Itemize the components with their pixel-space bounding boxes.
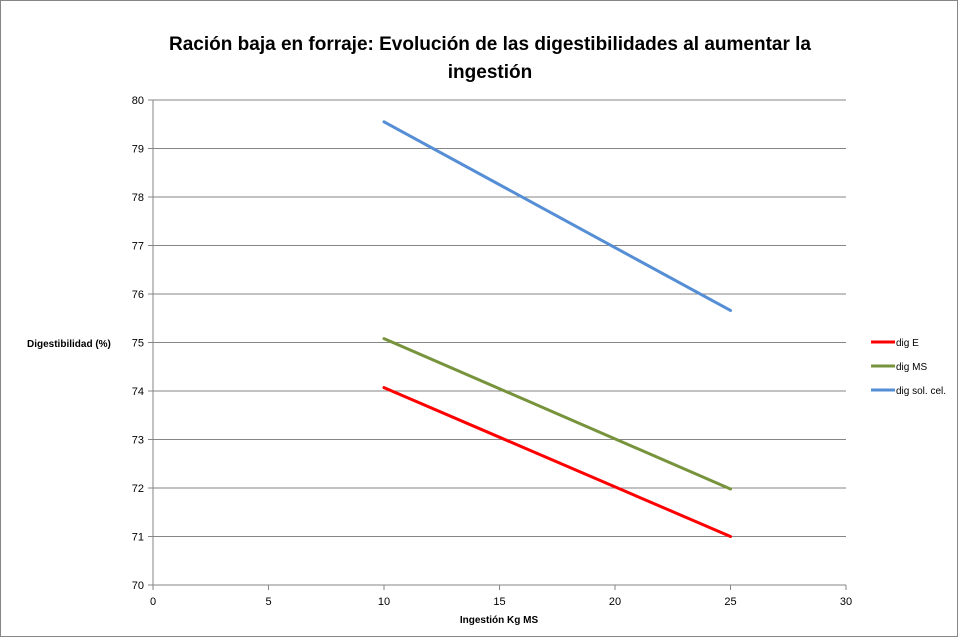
y-tick-label: 78 — [132, 192, 144, 204]
gridlines — [153, 99, 846, 537]
y-tick-label: 71 — [132, 532, 144, 544]
y-tick-label: 74 — [132, 386, 144, 398]
x-tick-label: 30 — [840, 596, 852, 608]
axes — [148, 99, 847, 590]
x-axis-title: Ingestión Kg MS — [460, 615, 539, 626]
y-tick-label: 73 — [132, 435, 144, 447]
y-tick-label: 80 — [132, 95, 144, 107]
legend-label: dig sol. cel. — [896, 386, 946, 397]
y-axis-title: Digestibilidad (%) — [27, 339, 111, 350]
x-tick-label: 5 — [265, 596, 271, 608]
x-tick-label: 15 — [493, 596, 505, 608]
y-tick-label: 75 — [132, 338, 144, 350]
series-line-1 — [382, 386, 732, 538]
chart-title-line-1: Ración baja en forraje: Evolución de las… — [169, 34, 811, 55]
x-tick-label: 25 — [724, 596, 736, 608]
x-tick-label: 0 — [150, 596, 156, 608]
series-line-2 — [382, 337, 732, 491]
y-tick-label: 76 — [132, 289, 144, 301]
legend-label: dig MS — [896, 362, 927, 373]
x-tick-label: 20 — [609, 596, 621, 608]
y-tick-label: 70 — [132, 580, 144, 592]
y-tick-label: 79 — [132, 144, 144, 156]
series-lines — [382, 120, 732, 538]
x-tick-label: 10 — [378, 596, 390, 608]
chart-title-line-2: ingestión — [448, 62, 532, 83]
series-line-3 — [382, 120, 732, 312]
legend-label: dig E — [896, 338, 919, 349]
tick-labels: 70 71 72 73 74 75 76 77 78 79 80 0 5 10 15 20 25 30 — [132, 95, 852, 608]
y-tick-label: 77 — [132, 241, 144, 253]
legend: dig E dig MS dig sol. cel. — [871, 338, 946, 397]
y-tick-label: 72 — [132, 483, 144, 495]
